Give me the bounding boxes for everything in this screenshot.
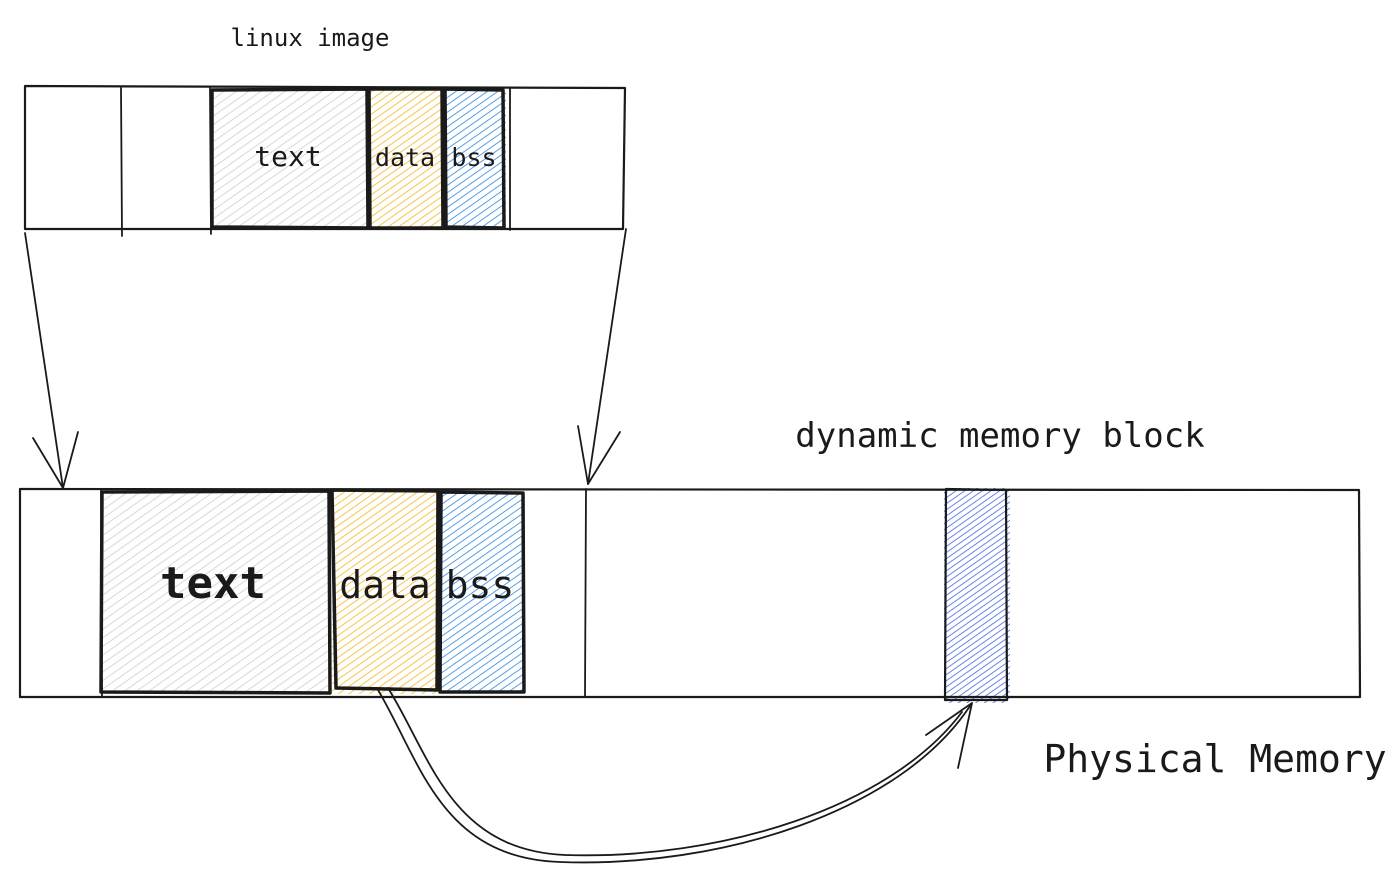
linux-image-data-label: data <box>375 143 435 172</box>
dynamic-memory-block <box>944 488 1010 703</box>
linux-image-text-outline <box>210 87 370 230</box>
phys-data-label: data <box>339 563 431 607</box>
linux-image-data-outline <box>367 87 445 230</box>
phys-text-label: text <box>160 558 266 609</box>
linux-image-data-segment <box>370 89 442 229</box>
linux-image-bss-segment <box>446 89 506 229</box>
dynamic-memory-block-outline <box>943 487 1009 702</box>
load-mapping-arrows <box>24 228 627 489</box>
phys-data-outline <box>330 488 440 692</box>
linux-image-bss-label: bss <box>451 143 496 172</box>
dynamic-memory-block-label: dynamic memory block <box>795 416 1204 456</box>
phys-bss-label: bss <box>446 563 515 607</box>
linux-image-text-label: text <box>254 140 321 173</box>
right-mapping-arrowhead <box>577 425 621 485</box>
phys-text-segment <box>101 490 330 694</box>
curved-arrow-path-2 <box>387 687 963 857</box>
phys-bss-outline <box>438 490 526 694</box>
physical-memory-group: dynamic memory block text data bss Physi… <box>18 416 1387 781</box>
physical-memory-outline <box>18 487 1362 699</box>
phys-image-end-divider <box>584 488 587 698</box>
phys-text-outline <box>99 489 332 695</box>
linux-image-bss-outline <box>443 87 506 230</box>
data-to-dynamic-block-arrow <box>377 687 973 864</box>
curved-arrowhead <box>925 702 973 769</box>
curved-arrow-path <box>377 689 971 864</box>
phys-bss-segment <box>440 492 525 692</box>
linux-image-text-segment <box>211 89 367 229</box>
right-mapping-arrow <box>587 228 627 485</box>
left-mapping-arrow <box>24 232 64 489</box>
linux-image-title: linux image <box>231 24 390 52</box>
linux-image-divider-1 <box>120 87 123 237</box>
linux-image-group: linux image text data bss <box>23 24 627 237</box>
phys-data-segment <box>332 490 438 694</box>
physical-memory-title: Physical Memory <box>1043 737 1386 781</box>
